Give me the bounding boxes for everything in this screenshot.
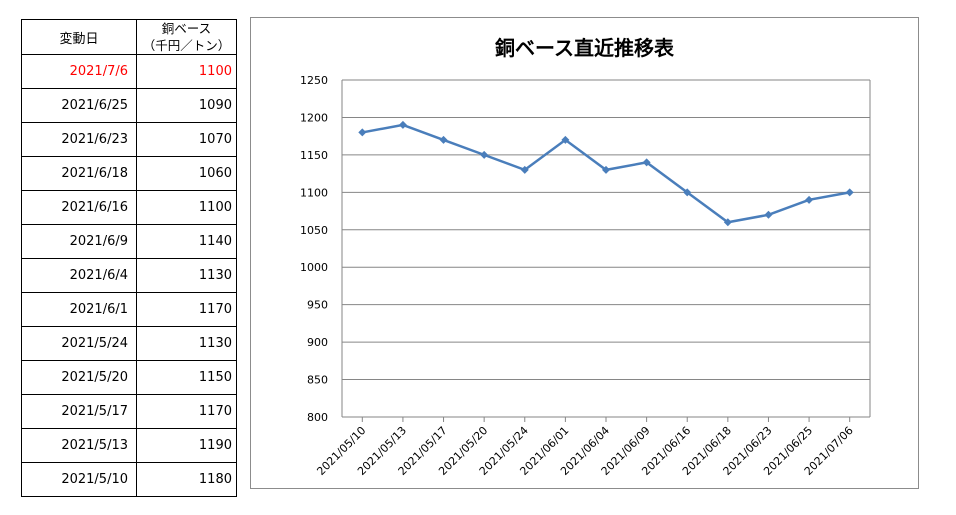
- date-cell: 2021/6/16: [21, 190, 137, 225]
- chart-title: 銅ベース直近推移表: [495, 36, 674, 60]
- table-row: 2021/5/17 1170: [21, 394, 237, 429]
- table-row: 2021/5/20 1150: [21, 360, 237, 395]
- table-row: 2021/5/13 1190: [21, 428, 237, 463]
- y-tick-label: 950: [307, 299, 328, 312]
- value-cell: 1170: [136, 292, 237, 327]
- value-cell: 1070: [136, 122, 237, 157]
- value-cell: 1170: [136, 394, 237, 429]
- value-cell: 1090: [136, 88, 237, 123]
- y-tick-label: 850: [307, 374, 328, 387]
- value-cell: 1100: [136, 54, 237, 89]
- data-point: [845, 188, 854, 197]
- y-tick-label: 1200: [300, 111, 328, 124]
- table-row: 2021/6/23 1070: [21, 122, 237, 157]
- y-tick-label: 900: [307, 336, 328, 349]
- table-row: 2021/6/9 1140: [21, 224, 237, 259]
- y-tick-label: 1100: [300, 186, 328, 199]
- data-point: [764, 210, 773, 219]
- date-cell: 2021/6/1: [21, 292, 137, 327]
- y-tick-label: 1250: [300, 74, 328, 87]
- y-tick-label: 800: [307, 411, 328, 424]
- table-row: 2021/6/4 1130: [21, 258, 237, 293]
- line-chart: 8008509009501000105011001150120012502021…: [300, 74, 871, 478]
- value-cell: 1100: [136, 190, 237, 225]
- data-point: [642, 158, 651, 167]
- value-cell: 1140: [136, 224, 237, 259]
- date-cell: 2021/5/24: [21, 326, 137, 361]
- y-tick-label: 1000: [300, 261, 328, 274]
- value-cell: 1130: [136, 326, 237, 361]
- value-cell: 1180: [136, 462, 237, 497]
- price-table: 変動日 銅ベース （千円／トン） 2021/7/6 1100 2021/6/25 10…: [21, 19, 237, 497]
- table-row: 2021/5/10 1180: [21, 462, 237, 497]
- table-row: 2021/6/1 1170: [21, 292, 237, 327]
- value-cell: 1190: [136, 428, 237, 463]
- table-row: 2021/7/6 1100: [21, 54, 237, 89]
- data-point: [398, 120, 407, 129]
- value-cell: 1150: [136, 360, 237, 395]
- data-point: [520, 165, 529, 174]
- table-row: 2021/6/25 1090: [21, 88, 237, 123]
- chart-area: 銅ベース直近推移表 800 850 900 950 1000 1050 1100 1150 12…: [250, 17, 919, 489]
- date-cell: 2021/6/25: [21, 88, 137, 123]
- table-row: 2021/5/24 1130: [21, 326, 237, 361]
- value-cell: 1060: [136, 156, 237, 191]
- date-cell: 2021/7/6: [21, 54, 137, 89]
- header-date: 変動日: [21, 19, 137, 55]
- data-point: [723, 218, 732, 227]
- date-cell: 2021/6/18: [21, 156, 137, 191]
- data-point: [358, 128, 367, 137]
- date-cell: 2021/5/10: [21, 462, 137, 497]
- y-tick-label: 1050: [300, 224, 328, 237]
- date-cell: 2021/5/20: [21, 360, 137, 395]
- data-point: [561, 135, 570, 144]
- date-cell: 2021/6/9: [21, 224, 137, 259]
- header-unit-label: （千円／トン）: [142, 38, 231, 53]
- date-cell: 2021/5/17: [21, 394, 137, 429]
- table-row: 2021/6/16 1100: [21, 190, 237, 225]
- y-tick-label: 1150: [300, 149, 328, 162]
- date-cell: 2021/5/13: [21, 428, 137, 463]
- data-point: [683, 188, 692, 197]
- date-cell: 2021/6/23: [21, 122, 137, 157]
- value-cell: 1130: [136, 258, 237, 293]
- table-row: 2021/6/18 1060: [21, 156, 237, 191]
- header-copper-base-label: 銅ベース: [161, 21, 212, 36]
- data-point: [805, 195, 814, 204]
- date-cell: 2021/6/4: [21, 258, 137, 293]
- data-point: [439, 135, 448, 144]
- data-point: [480, 150, 489, 159]
- header-copper-base: 銅ベース （千円／トン）: [136, 19, 237, 55]
- data-point: [602, 165, 610, 174]
